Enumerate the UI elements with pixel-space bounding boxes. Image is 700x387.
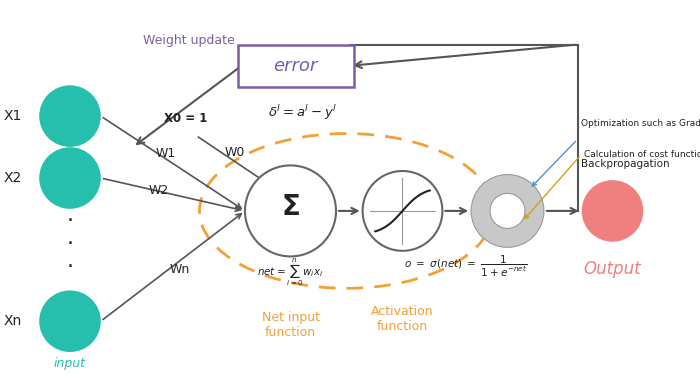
Text: Weight update: Weight update bbox=[143, 34, 234, 47]
Text: $net = \sum_{i=0}^{n} w_i x_i$: $net = \sum_{i=0}^{n} w_i x_i$ bbox=[258, 256, 323, 288]
Text: Net input
function: Net input function bbox=[262, 311, 319, 339]
Text: ·: · bbox=[66, 234, 74, 254]
Text: X0 = 1: X0 = 1 bbox=[164, 111, 207, 125]
Ellipse shape bbox=[471, 175, 544, 247]
Text: Optimization such as Gradient Descent: Optimization such as Gradient Descent bbox=[581, 119, 700, 128]
Text: Activation
function: Activation function bbox=[371, 305, 434, 333]
Text: ·: · bbox=[66, 257, 74, 277]
Text: $\mathbf{\Sigma}$: $\mathbf{\Sigma}$ bbox=[281, 193, 300, 221]
Text: $\delta^l = a^l - y^l$: $\delta^l = a^l - y^l$ bbox=[268, 103, 337, 122]
Text: W2: W2 bbox=[149, 184, 169, 197]
Ellipse shape bbox=[39, 290, 101, 352]
Text: W0: W0 bbox=[224, 146, 245, 159]
Text: input: input bbox=[54, 357, 86, 370]
Text: Wn: Wn bbox=[170, 264, 190, 276]
Text: ·: · bbox=[66, 211, 74, 231]
Text: error: error bbox=[274, 57, 318, 75]
Ellipse shape bbox=[245, 165, 336, 257]
Text: Backpropagation: Backpropagation bbox=[581, 159, 670, 170]
Ellipse shape bbox=[582, 180, 643, 242]
Text: X1: X1 bbox=[4, 109, 22, 123]
Text: Output: Output bbox=[584, 260, 641, 278]
Ellipse shape bbox=[490, 194, 525, 228]
Text: X2: X2 bbox=[4, 171, 22, 185]
FancyBboxPatch shape bbox=[238, 45, 354, 87]
Ellipse shape bbox=[39, 85, 101, 147]
Ellipse shape bbox=[363, 171, 442, 251]
Text: W1: W1 bbox=[156, 147, 176, 160]
Text: Xn: Xn bbox=[4, 314, 22, 328]
Text: $o\ =\ \sigma(net)\ =\ \dfrac{1}{1+e^{-net}}$: $o\ =\ \sigma(net)\ =\ \dfrac{1}{1+e^{-n… bbox=[404, 254, 527, 279]
Ellipse shape bbox=[39, 147, 101, 209]
Text: Calculation of cost function: Calculation of cost function bbox=[584, 150, 700, 159]
